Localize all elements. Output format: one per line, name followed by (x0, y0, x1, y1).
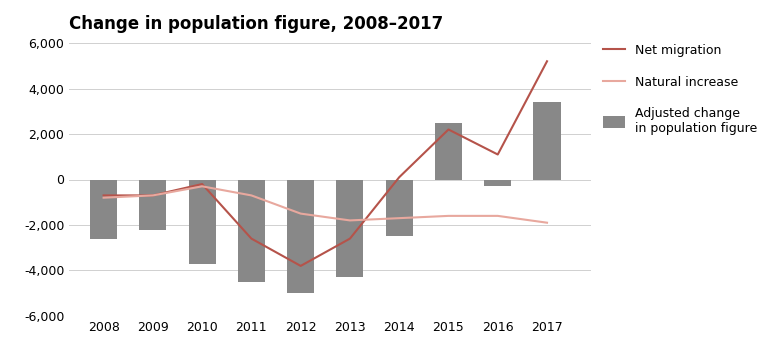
Bar (189, 180, 216, 264)
Bar (484, 180, 511, 186)
Bar (534, 102, 561, 180)
Bar (336, 180, 363, 277)
Bar (287, 180, 314, 293)
Legend: Net migration, Natural increase, Adjusted change
in population figure: Net migration, Natural increase, Adjuste… (603, 44, 757, 135)
Bar (386, 180, 412, 236)
Bar (139, 180, 167, 229)
Text: Change in population figure, 2008–2017: Change in population figure, 2008–2017 (69, 15, 443, 33)
Bar (90, 180, 118, 239)
Bar (238, 180, 265, 282)
Bar (435, 123, 462, 180)
